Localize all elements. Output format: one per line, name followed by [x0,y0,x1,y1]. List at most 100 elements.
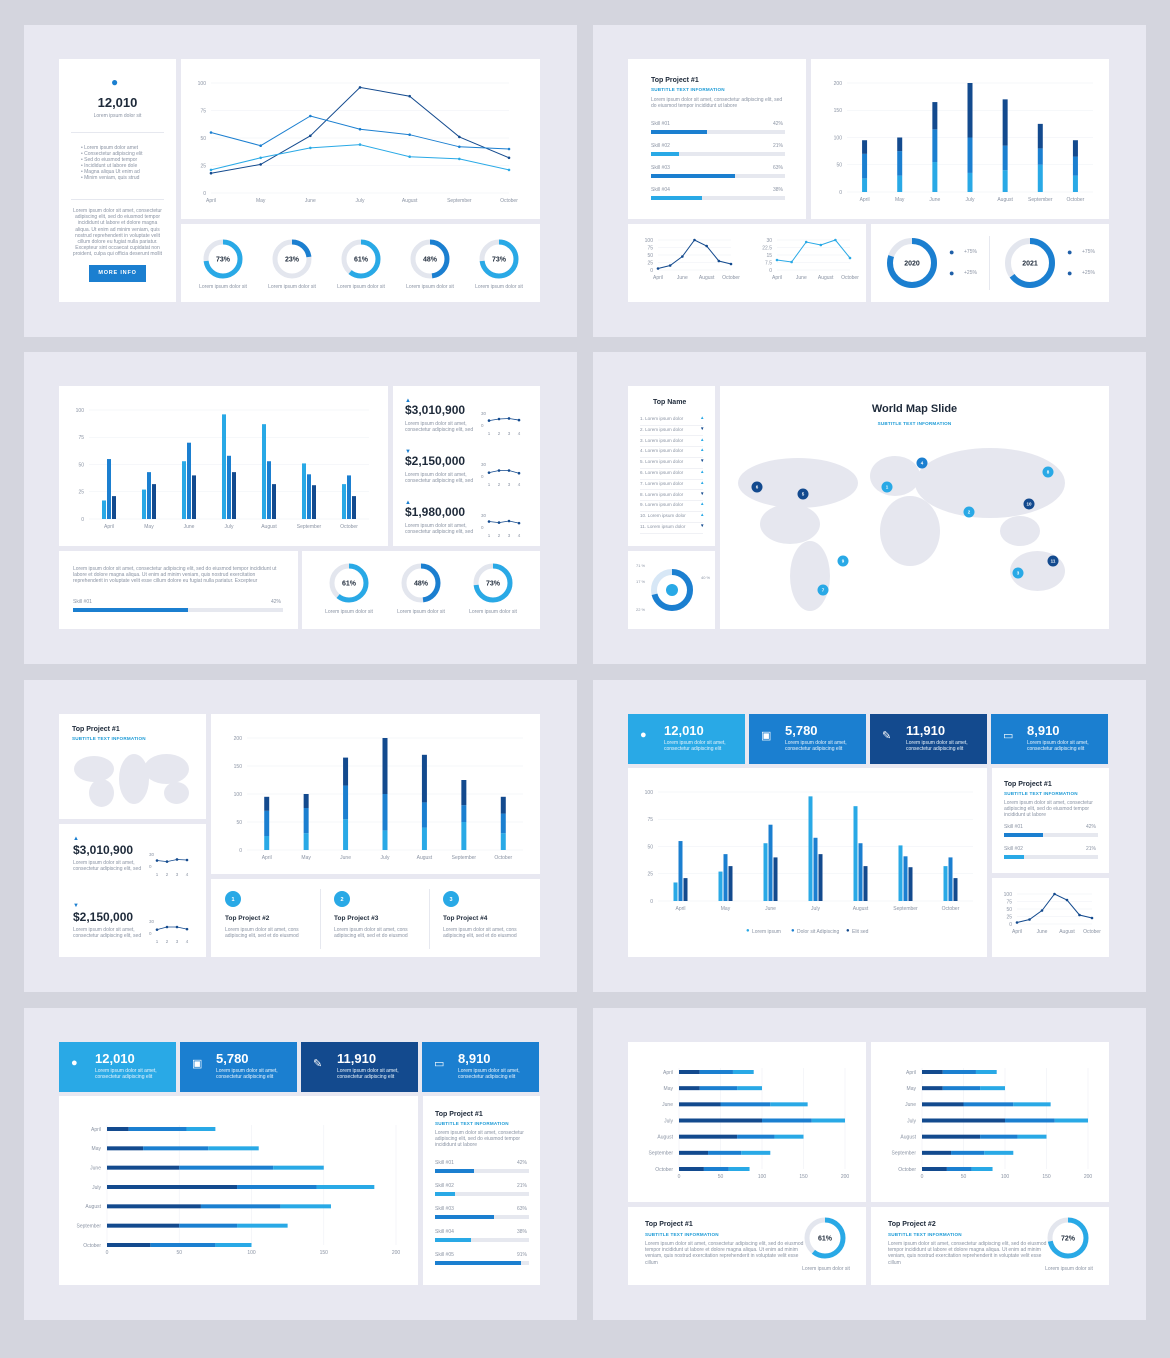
map-pin [1042,466,1054,478]
hbar-card-b: 0 50 100 150 200 April May June July August Septem… [871,1042,1109,1202]
landmass [760,504,820,544]
data-point [1015,921,1019,924]
x-tick-label: October [841,275,859,281]
hbar-card-a: 0 50 100 150 200 April May June July August Septem… [628,1042,866,1202]
paragraph: Lorem ipsum dolor sit amet, consectetur … [73,566,277,585]
data-point [259,156,262,160]
y-tick-label: 50 [236,820,242,826]
y-tick-label: August [85,1204,101,1210]
stat-value: 8,910 [1027,723,1060,738]
value-desc-2: consectetur adipiscing elit, sed [405,529,474,535]
up-arrow-icon: ▲ [73,836,79,842]
data-point [668,264,672,267]
list-item: 6. Lorem ipsum dolor [640,470,684,475]
bar [723,854,728,901]
x-tick-label: 0 [921,1174,924,1180]
stat-pct: +75% [1082,249,1095,255]
spark-point [487,419,491,422]
wrench-icon: ✎ [882,730,892,742]
ring-caption: Lorem ipsum dolor sit [406,284,454,290]
donut-card: 71 % 17 % 40 % 22 % [628,551,715,629]
y-tick-label: 75 [647,817,653,823]
donut-label: 22 % [636,607,646,612]
pin-label: 3 [1017,571,1020,576]
bar-segment [179,1223,238,1228]
grouped-bar-card: 0 25 50 75 100 April May June July August Septembe… [59,386,388,546]
slide-6: ● 12,010 Lorem ipsum dolor sit amet, consec… [593,680,1146,992]
data-point [309,114,312,118]
x-tick-label: 2 [166,872,169,877]
spark-point [165,925,169,929]
project-title: Top Project #1 [651,77,699,84]
slide-1: ● 12,010 Lorem ipsum dolor sit • Lorem i… [24,25,577,337]
sparkline: 30 01 2 3 4 [149,919,189,944]
y-tick-label: 50 [836,163,842,169]
bar-segment [500,813,506,834]
y-tick-label: September [649,1151,674,1157]
stat-card: ● 12,010 Lorem ipsum dolor sit • Lorem i… [59,59,176,302]
data-point [507,156,511,160]
bar-segment [922,1150,952,1155]
more-info-button[interactable]: MORE INFO [89,265,146,282]
bar-segment [500,796,506,814]
list-divider [640,500,703,502]
list-item: 1. Lorem ipsum dolor [640,416,684,421]
user-icon: ● [71,1057,78,1069]
data-point [848,256,852,260]
skill-fill [73,608,188,612]
data-point [358,127,362,131]
x-tick-label: 50 [718,1174,724,1180]
stat-desc-2: consectetur adipiscing elit [95,1074,153,1080]
y-tick-label: 50 [78,462,84,468]
value-amount: $3,010,900 [73,843,134,857]
x-tick-label: September [447,198,472,204]
project-title: Top Project #2 [225,915,270,922]
slide-8: 0 50 100 150 200 April May June July August Septem… [593,1008,1146,1320]
ring-label: 73% [486,580,501,587]
bar-segment [200,1204,281,1209]
cart-icon: ▭ [1003,730,1014,742]
x-tick-label: September [297,524,322,530]
project-desc: Lorem ipsum dolor sit amet, cons adipisc… [225,927,299,940]
skill-label: Skill #01 [435,1160,454,1166]
stat-desc: Lorem ipsum dolor sit amet, [1027,740,1089,746]
ring-chart: 73% [479,239,519,279]
bar-segment [237,1185,317,1189]
bar-segment [741,1150,771,1155]
bar [948,857,953,901]
save-icon: ▣ [192,1058,203,1070]
bar [187,442,191,519]
bar-segment [1017,1134,1047,1139]
x-tick-label: October [500,198,518,204]
ring-label: 2020 [904,260,920,267]
project-desc: Lorem ipsum dolor sit amet, consectetur … [888,1241,1047,1266]
ring-caption: Lorem ipsum dolor sit [802,1266,850,1272]
ring-label: 73% [216,256,231,263]
list-divider [640,532,703,534]
bar-segment [1072,175,1078,192]
x-tick-label: August [261,524,277,530]
spark-point [185,858,189,862]
skill-pct: 63% [517,1206,528,1212]
data-point [309,134,312,138]
ring-caption: Lorem ipsum dolor sit [397,609,445,615]
map-card: World Map Slide SUBTITLE TEXT INFORMATIO… [720,386,1109,629]
bar-segment [1037,123,1043,149]
skill-fill [435,1169,475,1173]
x-tick-label: 0 [678,1174,681,1180]
user-icon: ● [1067,268,1073,278]
line-chart: 0 25 50 75 100 April May June July August Septembe… [198,81,519,204]
list-divider [640,456,703,458]
bar [898,845,903,901]
skill-label: Skill #04 [435,1229,454,1235]
skill-fill [435,1192,455,1196]
bar-segment [1072,156,1078,176]
donut-label: 71 % [636,563,646,568]
spark-point [175,858,179,861]
bar-segment [967,137,973,173]
x-tick-label: April [675,906,685,912]
stat-desc: Lorem ipsum dolor sit amet, [664,740,726,746]
ring-label: 2021 [1022,260,1038,267]
skill-track [435,1215,529,1219]
bar-segment [107,1243,151,1247]
